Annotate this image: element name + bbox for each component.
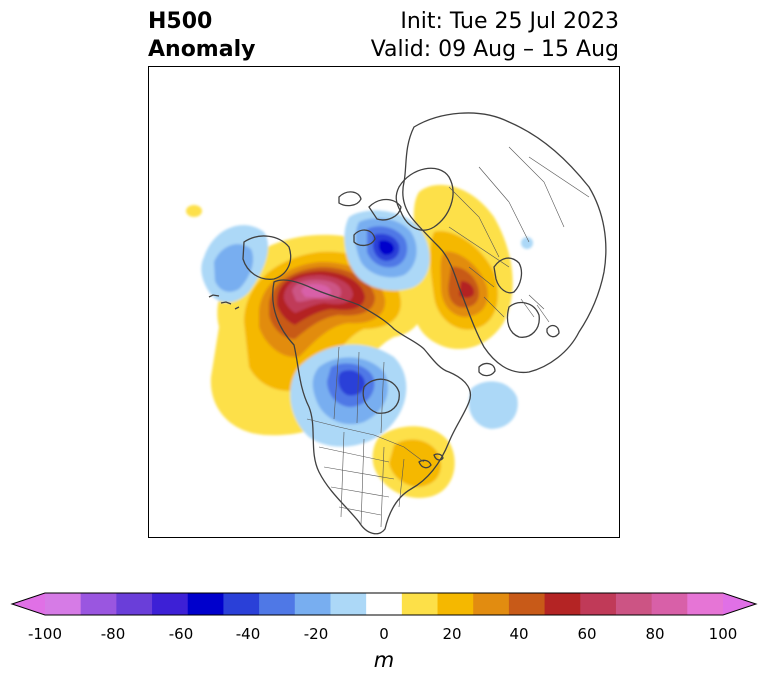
colorbar-tick: 60 bbox=[577, 625, 597, 643]
valid-dates: Valid: 09 Aug – 15 Aug bbox=[370, 37, 619, 62]
colorbar-tick: -20 bbox=[303, 625, 329, 643]
colorbar-tick: -40 bbox=[235, 625, 261, 643]
colorbar-segment bbox=[401, 593, 439, 615]
title-anomaly: Anomaly bbox=[148, 37, 256, 62]
colorbar-segment bbox=[651, 593, 688, 615]
colorbar-segment bbox=[437, 593, 474, 615]
anomaly-map bbox=[149, 67, 619, 537]
coastlines bbox=[208, 112, 607, 535]
colorbar-segment bbox=[580, 593, 617, 615]
colorbar-segment bbox=[366, 593, 403, 615]
colorbar-outline bbox=[10, 592, 758, 616]
colorbar-segment bbox=[80, 593, 117, 615]
title-variable: H500 bbox=[148, 9, 213, 34]
colorbar bbox=[10, 592, 758, 616]
colorbar-segment bbox=[508, 593, 546, 615]
map-panel bbox=[148, 66, 620, 538]
colorbar-segment bbox=[615, 593, 653, 615]
colorbar-segments bbox=[12, 593, 756, 615]
anomaly-shading bbox=[186, 184, 533, 498]
colorbar-segment bbox=[294, 593, 331, 615]
colorbar-tick: 0 bbox=[379, 625, 389, 643]
chart-dates-block: Init: Tue 25 Jul 2023 Valid: 09 Aug – 15… bbox=[371, 8, 619, 64]
colorbar-tick: 40 bbox=[509, 625, 529, 643]
colorbar-segment bbox=[187, 593, 224, 615]
colorbar-tick: 100 bbox=[708, 625, 738, 643]
colorbar-segment bbox=[45, 593, 82, 615]
colorbar-units: m bbox=[373, 648, 395, 672]
colorbar-segment bbox=[544, 593, 581, 615]
colorbar-segment bbox=[330, 593, 367, 615]
colorbar-segment bbox=[116, 593, 153, 615]
colorbar-segment bbox=[152, 593, 189, 615]
colorbar-segment bbox=[473, 593, 510, 615]
init-date: Init: Tue 25 Jul 2023 bbox=[400, 9, 619, 34]
colorbar-tick: 20 bbox=[442, 625, 462, 643]
colorbar-under-arrow bbox=[12, 593, 45, 615]
colorbar-segment bbox=[687, 593, 724, 615]
political-borders bbox=[306, 146, 590, 528]
colorbar-over-arrow bbox=[723, 593, 756, 615]
colorbar-tick: 80 bbox=[645, 625, 665, 643]
colorbar-tick: -100 bbox=[27, 625, 63, 643]
colorbar-segment bbox=[223, 593, 260, 615]
chart-title-block: H500 Anomaly bbox=[148, 8, 255, 64]
colorbar-segment bbox=[259, 593, 296, 615]
colorbar-tick: -80 bbox=[100, 625, 126, 643]
colorbar-tick: -60 bbox=[168, 625, 194, 643]
